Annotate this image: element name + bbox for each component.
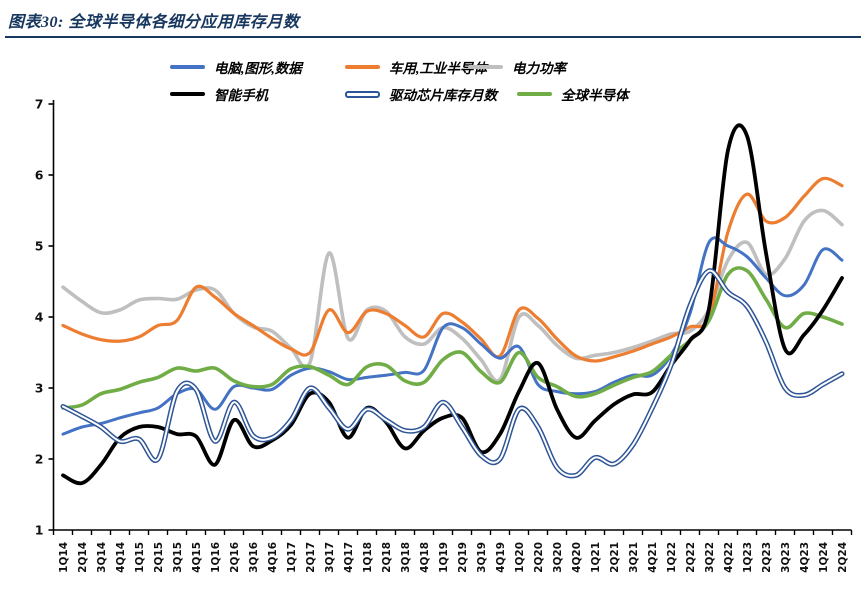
svg-text:1Q16: 1Q16 xyxy=(210,542,222,573)
svg-text:2Q20: 2Q20 xyxy=(533,542,545,573)
series-line-5 xyxy=(61,266,844,410)
legend-item-auto-industrial: 车用,工业半导体 xyxy=(345,60,487,76)
legend-swatch-blue-line xyxy=(170,64,205,70)
svg-text:4Q22: 4Q22 xyxy=(723,542,735,573)
svg-text:3Q17: 3Q17 xyxy=(324,542,336,573)
svg-text:2Q19: 2Q19 xyxy=(457,542,469,573)
series-line-4 xyxy=(60,268,845,479)
series-line-4-inner-stripe xyxy=(62,269,843,477)
svg-text:6: 6 xyxy=(35,168,44,183)
legend-label: 电力功率 xyxy=(512,61,566,76)
svg-text:3Q23: 3Q23 xyxy=(780,542,792,573)
svg-text:2: 2 xyxy=(35,452,44,467)
svg-text:7: 7 xyxy=(35,97,44,112)
legend-label: 智能手机 xyxy=(214,88,268,103)
svg-text:2Q16: 2Q16 xyxy=(229,542,241,573)
legend-item-power: 电力功率 xyxy=(468,60,566,76)
svg-text:1Q17: 1Q17 xyxy=(286,542,298,573)
legend-item-global-semi: 全球半导体 xyxy=(517,87,629,103)
svg-text:1Q22: 1Q22 xyxy=(666,542,678,573)
svg-text:2Q23: 2Q23 xyxy=(761,542,773,573)
svg-text:2Q24: 2Q24 xyxy=(837,542,849,573)
svg-text:5: 5 xyxy=(35,239,44,254)
svg-text:2Q15: 2Q15 xyxy=(153,542,165,573)
legend-label: 车用,工业半导体 xyxy=(389,61,487,76)
svg-text:2Q17: 2Q17 xyxy=(305,542,317,573)
legend-label: 驱动芯片库存月数 xyxy=(389,88,497,103)
svg-text:1Q21: 1Q21 xyxy=(590,542,602,573)
svg-text:4Q21: 4Q21 xyxy=(647,542,659,573)
svg-text:4Q14: 4Q14 xyxy=(115,542,127,573)
svg-text:3Q20: 3Q20 xyxy=(552,542,564,573)
svg-text:1Q24: 1Q24 xyxy=(818,542,830,573)
svg-text:1Q18: 1Q18 xyxy=(362,542,374,573)
svg-text:3Q18: 3Q18 xyxy=(400,542,412,573)
legend-label: 全球半导体 xyxy=(561,88,629,103)
svg-text:1Q19: 1Q19 xyxy=(438,542,450,573)
legend-label: 电脑,图形,数据 xyxy=(214,61,302,76)
svg-text:2Q14: 2Q14 xyxy=(77,542,89,573)
svg-text:2Q22: 2Q22 xyxy=(685,542,697,573)
legend-swatch-black-line xyxy=(170,91,205,97)
svg-text:1Q14: 1Q14 xyxy=(58,542,70,573)
svg-text:3Q14: 3Q14 xyxy=(96,542,108,573)
chart-title: 图表30: 全球半导体各细分应用库存月数 xyxy=(8,14,300,31)
svg-text:3Q16: 3Q16 xyxy=(248,542,260,573)
series-line-1 xyxy=(61,176,844,363)
svg-text:3: 3 xyxy=(35,381,44,396)
svg-text:3Q22: 3Q22 xyxy=(704,542,716,573)
svg-text:4Q15: 4Q15 xyxy=(191,542,203,573)
svg-text:1Q15: 1Q15 xyxy=(134,542,146,573)
legend-swatch-orange-line xyxy=(345,64,380,70)
svg-text:1Q23: 1Q23 xyxy=(742,542,754,573)
svg-text:4Q19: 4Q19 xyxy=(495,542,507,573)
title-underline xyxy=(5,36,861,38)
svg-text:4Q17: 4Q17 xyxy=(343,542,355,573)
legend-swatch-navy-double-line xyxy=(345,90,380,98)
legend-item-computer: 电脑,图形,数据 xyxy=(170,60,302,76)
svg-text:4: 4 xyxy=(35,310,44,325)
legend-swatch-gray-line xyxy=(468,64,503,70)
svg-text:3Q21: 3Q21 xyxy=(628,542,640,573)
legend-item-driver-ic: 驱动芯片库存月数 xyxy=(345,87,497,103)
svg-text:1Q20: 1Q20 xyxy=(514,542,526,573)
legend-item-smartphone: 智能手机 xyxy=(170,87,268,103)
svg-text:4Q16: 4Q16 xyxy=(267,542,279,573)
svg-text:3Q15: 3Q15 xyxy=(172,542,184,573)
svg-text:2Q21: 2Q21 xyxy=(609,542,621,573)
legend-swatch-green-line xyxy=(517,91,552,97)
series-line-3 xyxy=(61,123,844,486)
svg-text:2Q18: 2Q18 xyxy=(381,542,393,573)
svg-text:4Q23: 4Q23 xyxy=(799,542,811,573)
svg-text:4Q18: 4Q18 xyxy=(419,542,431,573)
svg-text:1: 1 xyxy=(35,523,44,538)
svg-text:4Q20: 4Q20 xyxy=(571,542,583,573)
svg-text:3Q19: 3Q19 xyxy=(476,542,488,573)
